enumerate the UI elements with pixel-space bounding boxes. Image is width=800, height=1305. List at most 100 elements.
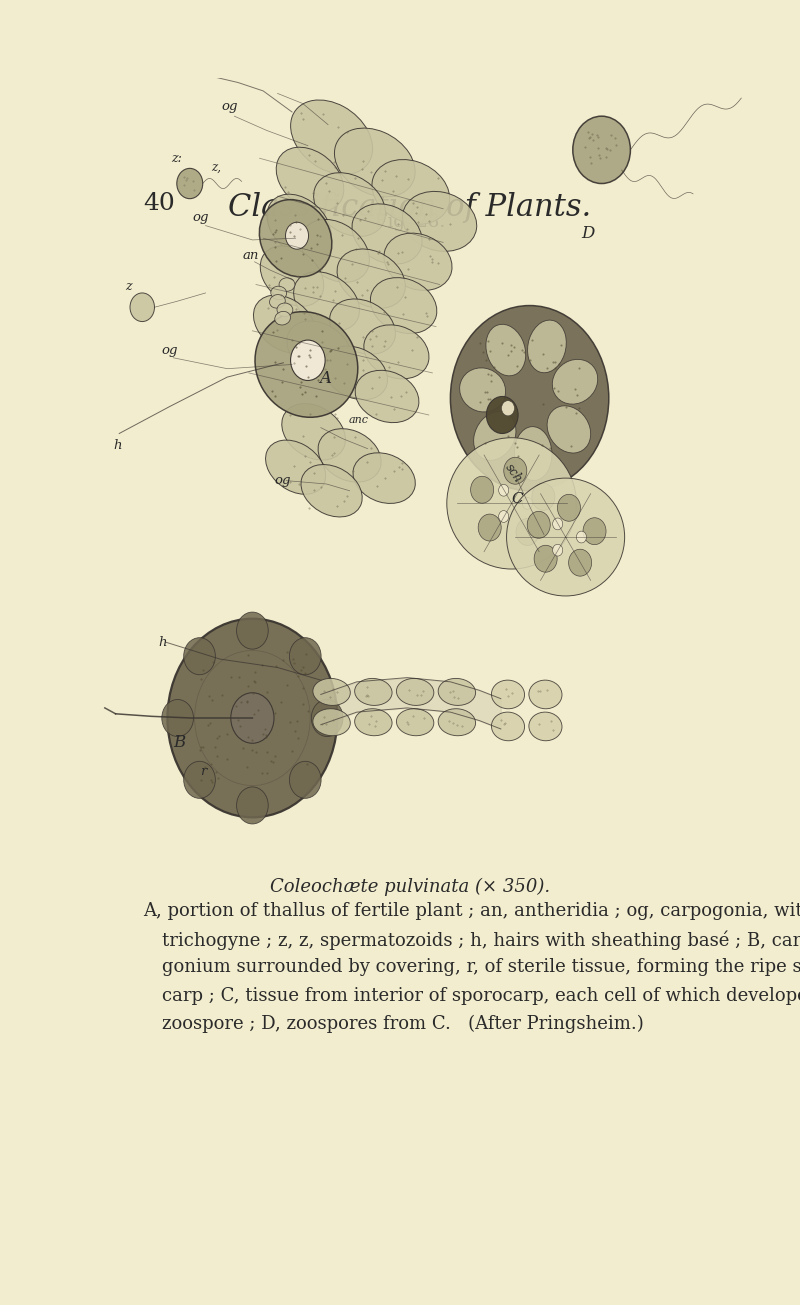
Ellipse shape xyxy=(355,371,419,423)
Text: og: og xyxy=(193,211,209,224)
Ellipse shape xyxy=(323,346,387,399)
Ellipse shape xyxy=(282,403,346,461)
Ellipse shape xyxy=(337,249,406,308)
Circle shape xyxy=(450,305,609,491)
Text: Classification of Plants.: Classification of Plants. xyxy=(228,192,592,223)
Ellipse shape xyxy=(290,100,373,175)
Circle shape xyxy=(498,484,509,496)
Circle shape xyxy=(162,699,194,736)
Ellipse shape xyxy=(514,427,552,480)
Ellipse shape xyxy=(266,440,326,495)
Circle shape xyxy=(470,476,494,504)
Circle shape xyxy=(576,531,586,543)
Ellipse shape xyxy=(255,312,358,418)
Ellipse shape xyxy=(364,325,429,378)
Text: z:: z: xyxy=(171,153,182,166)
Ellipse shape xyxy=(397,709,434,736)
Ellipse shape xyxy=(353,453,415,504)
Ellipse shape xyxy=(279,278,295,291)
Circle shape xyxy=(237,612,268,649)
Text: A: A xyxy=(319,371,331,388)
Text: trichogyne ; z, z, spermatozoids ; h, hairs with sheathing basé ; B, carpo-: trichogyne ; z, z, spermatozoids ; h, ha… xyxy=(162,930,800,950)
Text: C: C xyxy=(512,492,523,506)
Ellipse shape xyxy=(491,680,525,709)
Text: og: og xyxy=(274,474,290,487)
Ellipse shape xyxy=(491,713,525,741)
Ellipse shape xyxy=(267,194,331,257)
Ellipse shape xyxy=(438,679,475,706)
Ellipse shape xyxy=(277,303,293,317)
Text: anc: anc xyxy=(348,415,368,425)
Circle shape xyxy=(177,168,202,198)
Ellipse shape xyxy=(397,679,434,706)
Circle shape xyxy=(237,787,268,823)
Text: zoospore ; D, zoospores from C.   (After Pringsheim.): zoospore ; D, zoospores from C. (After P… xyxy=(162,1015,644,1034)
Ellipse shape xyxy=(294,271,359,331)
Circle shape xyxy=(290,341,325,381)
Circle shape xyxy=(184,638,215,675)
Text: Coleochæte pulvinata (× 350).: Coleochæte pulvinata (× 350). xyxy=(270,878,550,897)
Ellipse shape xyxy=(270,295,286,308)
Ellipse shape xyxy=(402,192,477,252)
Text: z: z xyxy=(125,281,131,294)
Circle shape xyxy=(502,401,514,416)
Circle shape xyxy=(573,116,630,184)
Text: D: D xyxy=(582,226,595,243)
Ellipse shape xyxy=(446,437,576,569)
Ellipse shape xyxy=(301,465,362,517)
Text: og: og xyxy=(161,345,178,358)
Circle shape xyxy=(553,544,562,556)
Text: Fig. 28.: Fig. 28. xyxy=(375,213,445,231)
Ellipse shape xyxy=(330,299,395,354)
Circle shape xyxy=(486,397,518,433)
Ellipse shape xyxy=(529,680,562,709)
Ellipse shape xyxy=(276,147,344,211)
Ellipse shape xyxy=(460,368,506,412)
Circle shape xyxy=(558,495,581,521)
Circle shape xyxy=(553,518,562,530)
Text: carp ; C, tissue from interior of sporocarp, each cell of which developes a: carp ; C, tissue from interior of sporoc… xyxy=(162,987,800,1005)
Circle shape xyxy=(290,638,321,675)
Circle shape xyxy=(527,512,550,538)
Ellipse shape xyxy=(384,234,452,291)
Circle shape xyxy=(583,518,606,544)
Circle shape xyxy=(498,510,509,522)
Ellipse shape xyxy=(438,709,475,736)
Circle shape xyxy=(290,761,321,799)
Circle shape xyxy=(231,693,274,744)
Ellipse shape xyxy=(318,428,381,482)
Ellipse shape xyxy=(552,359,598,405)
Circle shape xyxy=(534,545,557,572)
Text: sch: sch xyxy=(502,461,525,485)
Text: an: an xyxy=(243,249,259,262)
Text: og: og xyxy=(222,100,238,114)
Circle shape xyxy=(522,497,533,509)
Text: h: h xyxy=(114,438,122,452)
Circle shape xyxy=(532,483,555,510)
Ellipse shape xyxy=(527,320,566,373)
Circle shape xyxy=(504,457,527,484)
Ellipse shape xyxy=(287,321,352,377)
Ellipse shape xyxy=(474,411,516,461)
Ellipse shape xyxy=(506,478,625,596)
Circle shape xyxy=(286,222,309,249)
Ellipse shape xyxy=(274,312,290,325)
Circle shape xyxy=(167,619,338,817)
Text: B: B xyxy=(174,735,186,752)
Ellipse shape xyxy=(270,286,286,300)
Ellipse shape xyxy=(486,325,526,376)
Text: 40: 40 xyxy=(143,192,175,215)
Ellipse shape xyxy=(529,713,562,741)
Ellipse shape xyxy=(301,219,370,282)
Ellipse shape xyxy=(313,679,350,706)
Text: h: h xyxy=(158,637,167,650)
Ellipse shape xyxy=(313,709,350,736)
Circle shape xyxy=(311,699,343,736)
Ellipse shape xyxy=(314,172,386,236)
Circle shape xyxy=(130,292,154,321)
Ellipse shape xyxy=(354,679,392,706)
Circle shape xyxy=(184,761,215,799)
Text: r: r xyxy=(200,765,206,778)
Ellipse shape xyxy=(372,159,450,224)
Ellipse shape xyxy=(354,709,392,736)
